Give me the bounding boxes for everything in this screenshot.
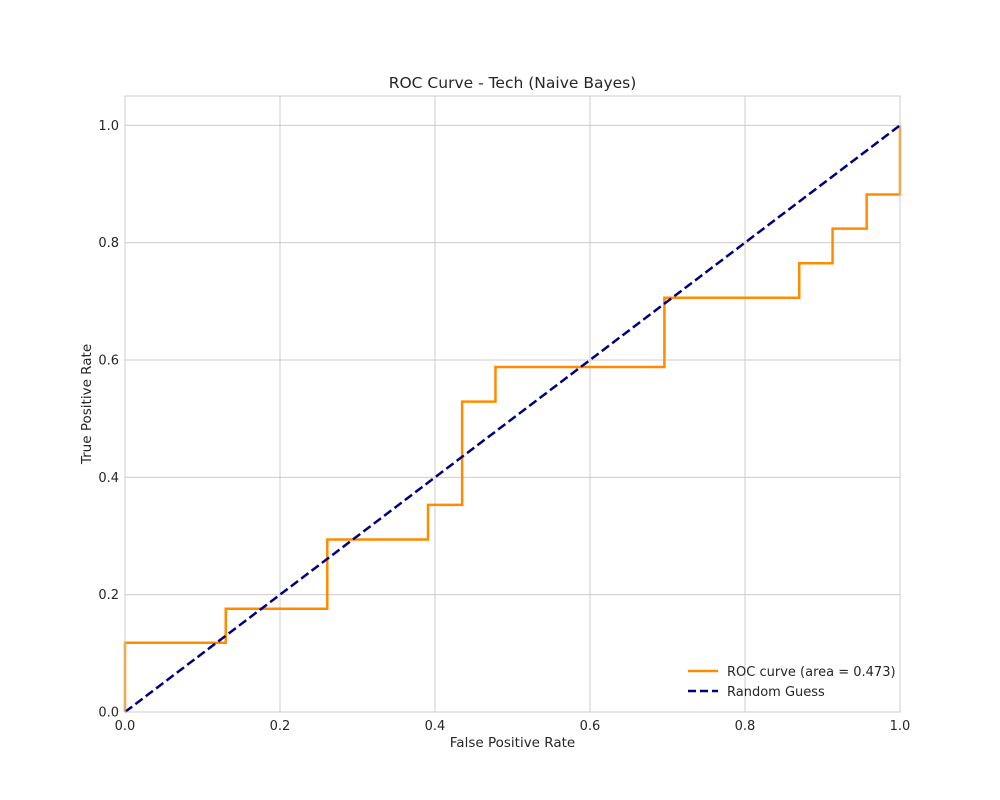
x-tick-label: 0.6 [580,719,601,734]
y-tick-label: 0.2 [98,588,119,603]
x-tick-labels: 0.0 0.2 0.4 0.6 0.8 1.0 [115,719,911,734]
x-tick-label: 0.2 [270,719,291,734]
chart-title: ROC Curve - Tech (Naive Bayes) [389,74,637,92]
x-tick-label: 0.4 [425,719,446,734]
roc-curve-line [123,125,902,712]
x-tick-label: 0.8 [735,719,756,734]
legend-label-random-guess: Random Guess [727,685,825,700]
x-tick-label: 1.0 [890,719,911,734]
legend: ROC curve (area = 0.473) Random Guess [688,665,896,700]
plot-background [125,96,900,712]
y-tick-label: 1.0 [98,119,119,134]
x-axis-label: False Positive Rate [450,735,575,751]
y-axis-label: True Positive Rate [79,344,95,465]
y-tick-label: 0.4 [98,471,119,486]
y-tick-labels: 0.0 0.2 0.4 0.6 0.8 1.0 [98,119,119,721]
legend-label-roc: ROC curve (area = 0.473) [727,665,896,680]
y-tick-label: 0.8 [98,236,119,251]
y-tick-label: 0.0 [98,706,119,721]
series-layer [123,124,902,713]
random-guess-line [124,124,901,713]
plot-frame [124,95,901,713]
y-tick-label: 0.6 [98,354,119,369]
x-tick-label: 0.0 [115,719,136,734]
